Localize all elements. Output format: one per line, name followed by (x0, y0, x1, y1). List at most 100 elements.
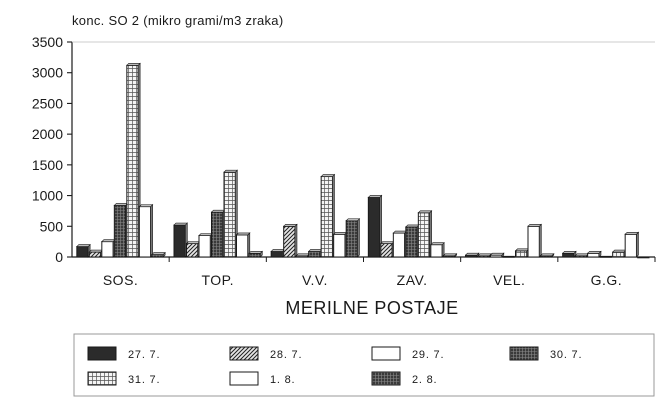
bar-27--7--gg (562, 252, 575, 258)
bar-top (185, 241, 201, 244)
y-axis-label: konc. SO 2 (mikro grami/m3 zraka) (72, 13, 283, 28)
bar-side (357, 218, 360, 258)
bar-top (514, 248, 530, 252)
bar-1--8--sos (138, 206, 152, 258)
bar-top (235, 232, 251, 236)
legend-swatch (87, 346, 117, 361)
category-label: ZAV. (397, 272, 428, 288)
category-labels: SOS. TOP. V.V. ZAV. VEL. G.G. (103, 272, 622, 288)
legend-box (73, 333, 655, 397)
bar-29--7--top (198, 235, 211, 258)
bar-top (307, 249, 323, 252)
bar-top (138, 204, 154, 207)
bar-31--7--vel (515, 250, 528, 258)
legend-swatch (229, 346, 259, 361)
bar-31--7--gg (612, 251, 625, 258)
bar-side (636, 231, 639, 258)
bar-top (88, 249, 104, 253)
plot-frame (71, 41, 655, 258)
bar-top (126, 63, 141, 66)
bar-side (294, 223, 298, 258)
bar-top (223, 169, 239, 173)
bar-top (332, 231, 348, 235)
y-tick-label: 500 (40, 218, 64, 234)
legend-swatch (509, 346, 539, 361)
legend: 27. 7. 28. 7. 29. 7. 30. 7. 31. 7. 1. 8. 2. 8. (87, 346, 582, 386)
bar-29--7--zav (392, 232, 406, 258)
bar-top (151, 252, 166, 255)
bar-top (417, 210, 433, 214)
bar-30--7--gg (599, 255, 612, 258)
bar-top (198, 233, 214, 236)
bar-2--8--sos (151, 254, 164, 258)
bar-30--7--zav (405, 226, 418, 258)
bar-1--8--vel (527, 225, 540, 258)
y-tick-label: 0 (55, 249, 63, 265)
bar-27--7--vv (270, 250, 283, 258)
bar-1--8--top (236, 234, 249, 258)
legend-swatch (371, 346, 401, 361)
bar-top (173, 222, 189, 226)
legend-label: 29. 7. (412, 349, 444, 361)
bar-27--7--top (173, 224, 186, 258)
bar-top (270, 249, 286, 252)
bar-27--7--zav (367, 196, 381, 258)
legend-label: 30. 7. (550, 349, 582, 361)
bar-28--7--vv (283, 225, 296, 258)
bar-side (539, 223, 542, 258)
bar-top (405, 224, 420, 228)
bar-top (489, 252, 505, 256)
category-label: G.G. (591, 272, 623, 288)
bar-2--8--vv (345, 220, 358, 258)
bar-31--7--vv (320, 176, 333, 258)
bar-1--8--gg (624, 233, 637, 258)
bar-28--7--top (186, 242, 199, 258)
bars (76, 62, 650, 259)
bar-29--7--sos (101, 241, 114, 258)
y-tick-label: 3500 (32, 34, 63, 50)
legend-label: 27. 7. (128, 349, 160, 361)
bar-1--8--vv (333, 233, 346, 258)
y-tick-label: 2000 (32, 126, 63, 142)
bar-top (464, 252, 480, 256)
bar-top (574, 253, 590, 257)
bar-31--7--top (223, 171, 236, 258)
bar-top (345, 218, 361, 222)
bar-top (586, 251, 602, 254)
legend-label: 31. 7. (128, 374, 160, 386)
bar-top (320, 174, 336, 177)
y-tick-label: 2500 (32, 95, 63, 111)
category-label: V.V. (302, 272, 328, 288)
bar-top (392, 230, 408, 234)
x-ticks (168, 257, 656, 262)
bar-30--7--vv (308, 250, 321, 258)
bar-1--8--zav (430, 244, 443, 258)
legend-label: 2. 8. (412, 374, 437, 386)
bar-2--8--top (248, 252, 261, 258)
legend-swatch (229, 371, 259, 386)
bar-top (380, 241, 395, 244)
legend-swatch (87, 371, 117, 386)
bar-top (477, 253, 493, 257)
legend-swatch (371, 371, 401, 386)
bar-side (150, 203, 153, 258)
bar-top (561, 251, 577, 254)
bar-31--7--zav (417, 212, 431, 258)
x-axis-title: MERILNE POSTAJE (285, 298, 458, 318)
bar-30--7--sos (113, 204, 127, 258)
bar-top (539, 253, 555, 257)
bar-2--8--gg (637, 256, 650, 259)
bar-29--7--gg (587, 252, 600, 258)
bar-top (430, 242, 445, 246)
bar-top (282, 223, 298, 227)
category-label: SOS. (103, 272, 138, 288)
bar-top (210, 209, 226, 213)
bar-top (367, 195, 383, 198)
category-label: TOP. (201, 272, 234, 288)
bar-top (248, 251, 264, 254)
category-label: VEL. (493, 272, 525, 288)
bar-31--7--sos (126, 64, 139, 258)
legend-label: 1. 8. (270, 374, 295, 386)
bar-top (611, 249, 627, 253)
